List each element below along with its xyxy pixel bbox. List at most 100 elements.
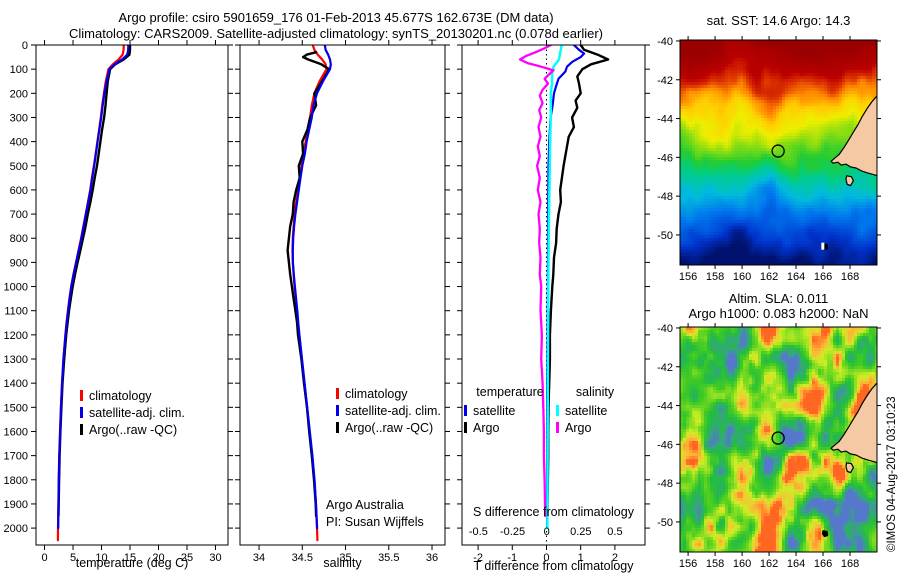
salinity-axis-label: salinity xyxy=(323,556,362,570)
svg-text:168: 168 xyxy=(841,558,859,570)
climatology-swatch xyxy=(336,388,339,399)
svg-text:-46: -46 xyxy=(657,152,673,164)
argo-swatch xyxy=(80,424,83,435)
sst_map-overlay-svg: 156 158 160 162 164 166 168 -40 -42 -44 -46 -48 -50 xyxy=(657,36,881,283)
svg-text:164: 164 xyxy=(787,271,805,283)
svg-text:1100: 1100 xyxy=(4,306,28,318)
svg-text:1500: 1500 xyxy=(4,402,28,414)
svg-text:1400: 1400 xyxy=(4,378,28,390)
argo-t-swatch xyxy=(464,422,467,433)
legend-label: Argo(..raw -QC) xyxy=(89,422,178,437)
sla-map: 156 158 160 162 164 166 168 -40 -42 -44 -46 -48 -50 xyxy=(657,323,881,570)
legend-label: climatology xyxy=(89,388,152,403)
svg-text:166: 166 xyxy=(814,271,832,283)
annotation-line2: PI: Susan Wijffels xyxy=(326,515,424,529)
svg-text:-1: -1 xyxy=(507,552,517,564)
sla-map-title-line2: Argo h1000: 0.083 h2000: NaN xyxy=(688,306,869,321)
argo-swatch xyxy=(336,422,339,433)
satellite-adj-swatch xyxy=(80,407,83,418)
svg-text:25: 25 xyxy=(181,552,193,564)
legend-item-satellite-adj: satellite-adj. clim. xyxy=(336,402,441,419)
svg-text:10: 10 xyxy=(95,552,107,564)
argo-s-swatch xyxy=(556,422,559,433)
svg-text:0.5: 0.5 xyxy=(607,526,622,538)
svg-text:166: 166 xyxy=(814,558,832,570)
legend-group-title: temperature xyxy=(476,385,544,399)
svg-text:-50: -50 xyxy=(657,517,673,529)
legend-item-argo: Argo xyxy=(556,419,634,436)
svg-text:35.5: 35.5 xyxy=(378,552,399,564)
legend-group-title: salinity xyxy=(575,385,615,399)
legend-label: Argo xyxy=(473,420,500,435)
legend-label: climatology xyxy=(345,386,408,401)
svg-text:162: 162 xyxy=(760,558,778,570)
svg-text:160: 160 xyxy=(733,271,751,283)
svg-text:15: 15 xyxy=(124,552,136,564)
svg-text:0: 0 xyxy=(41,552,47,564)
svg-text:0: 0 xyxy=(543,552,549,564)
svg-text:900: 900 xyxy=(10,257,28,269)
temperature-axis-label: temperature (deg C) xyxy=(75,556,189,570)
svg-text:36: 36 xyxy=(426,552,438,564)
svg-text:20: 20 xyxy=(152,552,164,564)
svg-text:158: 158 xyxy=(706,558,724,570)
imos-watermark: ©IMOS 04-Aug-2017 03:10:23 xyxy=(886,396,898,552)
svg-text:-44: -44 xyxy=(657,401,673,413)
svg-text:1600: 1600 xyxy=(4,426,28,438)
satellite-s-swatch xyxy=(556,405,559,416)
svg-text:100: 100 xyxy=(10,64,28,76)
svg-text:500: 500 xyxy=(10,161,28,173)
svg-text:156: 156 xyxy=(679,558,697,570)
annotation-line1: Argo Australia xyxy=(326,498,404,512)
legend-item-climatology: climatology xyxy=(336,385,441,402)
svg-text:-42: -42 xyxy=(657,362,673,374)
svg-text:-40: -40 xyxy=(657,36,673,48)
svg-text:156: 156 xyxy=(679,271,697,283)
difference-plot-svg: -2 -1 0 1 2 -0.5 -0.25 0 0.25 0.5 xyxy=(457,40,650,564)
temperature-diff-legend: temperature satellite Argo xyxy=(464,385,556,436)
svg-text:1800: 1800 xyxy=(4,475,28,487)
legend-label: satellite-adj. clim. xyxy=(89,405,185,420)
svg-text:-0.5: -0.5 xyxy=(469,526,488,538)
sla_map-overlay-svg: 156 158 160 162 164 166 168 -40 -42 -44 -46 -48 -50 xyxy=(657,323,881,570)
legend-item-satellite: satellite xyxy=(464,402,556,419)
svg-text:-0.25: -0.25 xyxy=(500,526,525,538)
svg-text:1900: 1900 xyxy=(4,499,28,511)
svg-text:300: 300 xyxy=(10,112,28,124)
legend-label: Argo(..raw -QC) xyxy=(345,420,434,435)
difference-panel: -2 -1 0 1 2 -0.5 -0.25 0 0.25 0.5 xyxy=(457,40,650,564)
svg-text:0.25: 0.25 xyxy=(570,526,591,538)
svg-text:200: 200 xyxy=(10,88,28,100)
s-difference-axis-label: S difference from climatology xyxy=(473,505,634,519)
svg-text:-42: -42 xyxy=(657,75,673,87)
salinity-legend: climatology satellite-adj. clim. Argo(..… xyxy=(336,385,441,436)
svg-text:5: 5 xyxy=(70,552,76,564)
svg-text:-44: -44 xyxy=(657,114,673,126)
svg-text:2: 2 xyxy=(612,552,618,564)
satellite-adj-swatch xyxy=(336,405,339,416)
argo-australia-annotation: Argo Australia PI: Susan Wijffels xyxy=(326,497,424,531)
legend-item-argo: Argo(..raw -QC) xyxy=(80,421,185,438)
svg-text:158: 158 xyxy=(706,271,724,283)
svg-text:0: 0 xyxy=(544,526,550,538)
salinity-profile-panel: 34 34.5 35 35.5 36 xyxy=(235,40,450,564)
legend-item-satellite: satellite xyxy=(556,402,634,419)
temperature-plot-svg: 0 5 10 15 20 25 300100200300400500600700800900… xyxy=(4,40,233,564)
svg-text:168: 168 xyxy=(841,271,859,283)
svg-text:162: 162 xyxy=(760,271,778,283)
svg-text:-48: -48 xyxy=(657,191,673,203)
sst-map: 156 158 160 162 164 166 168 -40 -42 -44 -46 -48 -50 xyxy=(657,36,881,283)
svg-text:164: 164 xyxy=(787,558,805,570)
svg-text:2000: 2000 xyxy=(4,523,28,535)
legend-label: Argo xyxy=(565,420,592,435)
svg-text:-46: -46 xyxy=(657,439,673,451)
climatology-swatch xyxy=(80,390,83,401)
svg-text:34.5: 34.5 xyxy=(292,552,313,564)
svg-text:1200: 1200 xyxy=(4,330,28,342)
svg-text:1: 1 xyxy=(578,552,584,564)
svg-text:-2: -2 xyxy=(473,552,483,564)
salinity-diff-legend: salinity satellite Argo xyxy=(556,385,634,436)
svg-text:800: 800 xyxy=(10,233,28,245)
legend-label: satellite-adj. clim. xyxy=(345,403,441,418)
